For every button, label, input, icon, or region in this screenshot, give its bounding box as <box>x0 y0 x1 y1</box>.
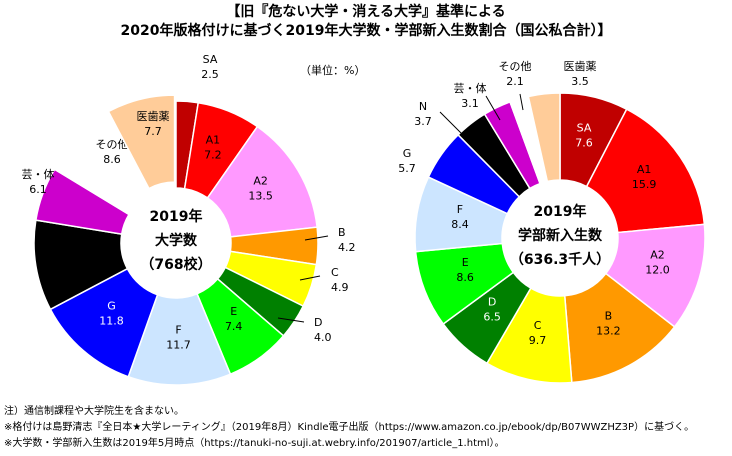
leader-line-n <box>439 111 479 151</box>
slice-label-other: その他 <box>499 60 532 73</box>
donut-chart-universities: SA 2.5 A1 7.2 A2 13.5 B 4.2 C 4.9 D 4.0 E 7.4 F 11.7 G 11… <box>22 53 356 386</box>
slice-value-f: 8.4 <box>451 218 469 231</box>
footnotes: 注）通信制課程や大学院生を含まない。 ※格付けは島野清志『全日本★大学レーティン… <box>4 404 694 452</box>
slice-label-e: E <box>230 305 237 318</box>
slice-label-b: B <box>338 226 346 239</box>
slice-label-a2: A2 <box>650 248 665 261</box>
slice-value-e: 7.4 <box>225 320 243 333</box>
slice-value-c: 9.7 <box>529 334 547 347</box>
slice-value-medical: 7.7 <box>144 125 162 138</box>
slice-value-sa: 2.5 <box>201 68 219 81</box>
slice-label-b: B <box>605 309 613 322</box>
slice-value-n: 10.3 <box>48 275 73 288</box>
center-label-line-1: 2019年 <box>150 208 203 225</box>
slice-value-a2: 12.0 <box>645 263 670 276</box>
slice-label-n: N <box>56 260 64 273</box>
leader-line-c <box>299 275 321 281</box>
center-label-line-1: 2019年 <box>534 203 587 220</box>
slice-label-f: F <box>457 203 463 216</box>
slice-label-c: C <box>331 266 339 279</box>
chart-title-line-2: 2020年版格付けに基づく2019年大学数・学部新入生数割合（国公私合計）】 <box>120 23 612 39</box>
slice-other <box>53 116 152 216</box>
slice-value-d: 6.5 <box>483 311 501 324</box>
slice-value-other: 8.6 <box>103 153 121 166</box>
center-label-line-3: （636.3千人） <box>510 251 610 268</box>
slice-label-arts-sports: 芸・体 <box>454 81 487 95</box>
leader-line-other <box>519 93 524 111</box>
footnote-2: ※格付けは島野清志『全日本★大学レーティング』（2019年8月）Kindle電子… <box>4 422 695 433</box>
slice-value-arts-sports: 3.1 <box>461 97 479 110</box>
slice-label-n: N <box>419 100 427 113</box>
slice-label-c: C <box>534 319 542 332</box>
slice-value-b: 13.2 <box>596 324 621 337</box>
slice-label-f: F <box>175 323 181 336</box>
slice-a1 <box>585 108 706 234</box>
slice-label-sa: SA <box>577 121 592 134</box>
slice-value-medical: 3.5 <box>571 75 589 88</box>
footnote-1: 注）通信制課程や大学院生を含まない。 <box>4 406 184 417</box>
slice-label-arts-sports: 芸・体 <box>22 167 55 181</box>
slice-value-sa: 7.6 <box>575 136 593 149</box>
slice-label-g: G <box>403 147 412 160</box>
slice-medical <box>107 94 176 190</box>
donut-chart-new-students: SA 7.6 A1 15.9 A2 12.0 B 13.2 C 9.7 D 6.5 E 8.6 F 8.4 G 5… <box>398 60 706 384</box>
slice-label-other: その他 <box>96 138 129 151</box>
slice-label-g: G <box>107 299 116 312</box>
slice-value-g: 5.7 <box>398 162 416 175</box>
slice-medical <box>527 92 561 183</box>
slice-value-arts-sports: 6.1 <box>29 183 47 196</box>
slice-label-a2: A2 <box>253 175 268 188</box>
leader-line-arts-sports <box>485 95 501 121</box>
slice-value-a1: 15.9 <box>632 178 657 191</box>
slice-value-d: 4.0 <box>314 331 332 344</box>
slice-label-medical: 医歯薬 <box>137 110 170 123</box>
slice-label-sa: SA <box>203 53 218 66</box>
slice-value-b: 4.2 <box>338 241 356 254</box>
center-label-line-2: 学部新入生数 <box>518 227 603 244</box>
slice-label-medical: 医歯薬 <box>564 60 597 73</box>
slice-value-a2: 13.5 <box>248 190 273 203</box>
slice-a2 <box>206 125 318 238</box>
slice-label-e: E <box>462 256 469 269</box>
slice-label-d: D <box>488 296 496 309</box>
slice-value-a1: 7.2 <box>204 149 222 162</box>
slice-label-a1: A1 <box>637 163 652 176</box>
slice-value-g: 11.8 <box>99 314 124 327</box>
slice-value-other: 2.1 <box>506 75 524 88</box>
slice-value-c: 4.9 <box>331 281 349 294</box>
slice-value-e: 8.6 <box>456 271 474 284</box>
slice-value-f: 11.7 <box>166 338 191 351</box>
slice-label-a1: A1 <box>206 134 221 147</box>
leader-line-d <box>277 317 305 323</box>
leader-line-b <box>304 235 329 241</box>
chart-title-line-1: 【旧『危ない大学・消える大学』基準による <box>226 4 506 20</box>
footnote-3: ※大学数・学部新入生数は2019年5月時点（https://tanuki-no-… <box>4 438 505 449</box>
center-label-line-2: 大学数 <box>155 232 198 249</box>
center-label-line-3: （768校） <box>140 256 211 273</box>
slice-label-d: D <box>314 316 322 329</box>
slice-value-n: 3.7 <box>414 115 432 128</box>
unit-label: （単位：%） <box>300 64 366 77</box>
